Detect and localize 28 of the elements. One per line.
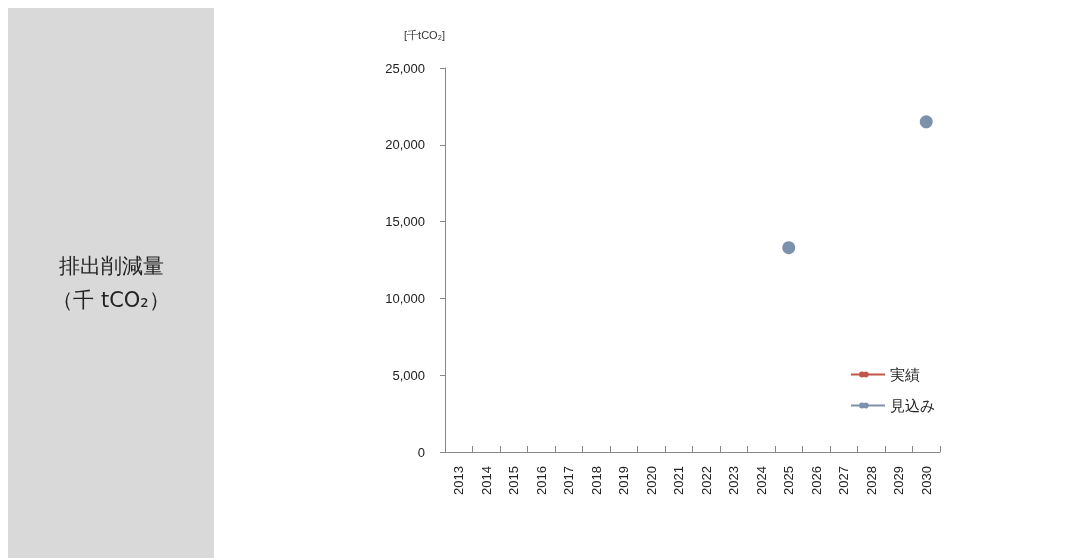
legend-label: 見込み — [890, 397, 935, 414]
x-tick-label: 2013 — [451, 466, 467, 495]
x-tick-label: 2023 — [726, 466, 742, 495]
y-tick-label: 5,000 — [392, 367, 425, 383]
x-tick-label: 2017 — [561, 466, 577, 495]
y-tick-label: 20,000 — [385, 137, 425, 153]
y-tick-label: 0 — [417, 444, 425, 460]
x-tick-label: 2016 — [533, 466, 549, 495]
x-tick-label: 2030 — [918, 466, 934, 495]
x-tick-label: 2014 — [478, 466, 494, 495]
x-tick-label: 2028 — [863, 466, 879, 495]
legend-label: 実績 — [890, 366, 920, 383]
x-tick-label: 2027 — [836, 466, 852, 495]
y-tick-label: 10,000 — [385, 290, 425, 306]
y-tick-label: 15,000 — [385, 214, 425, 230]
x-tick-label: 2029 — [891, 466, 907, 495]
x-tick-label: 2018 — [588, 466, 604, 495]
x-tick-label: 2019 — [616, 466, 632, 495]
x-tick-label: 2020 — [643, 466, 659, 495]
x-tick-label: 2025 — [781, 466, 797, 495]
x-tick-label: 2021 — [671, 466, 687, 495]
text: 排出削減量（千 tCO₂） — [51, 253, 171, 314]
x-tick-label: 2026 — [808, 466, 824, 495]
y-tick-label: 25,000 — [385, 60, 425, 76]
x-tick-label: 2015 — [506, 466, 522, 495]
x-tick-label: 2022 — [698, 466, 714, 495]
y-axis-title: [千tCO₂] — [404, 28, 445, 41]
x-tick-label: 2024 — [753, 466, 769, 495]
